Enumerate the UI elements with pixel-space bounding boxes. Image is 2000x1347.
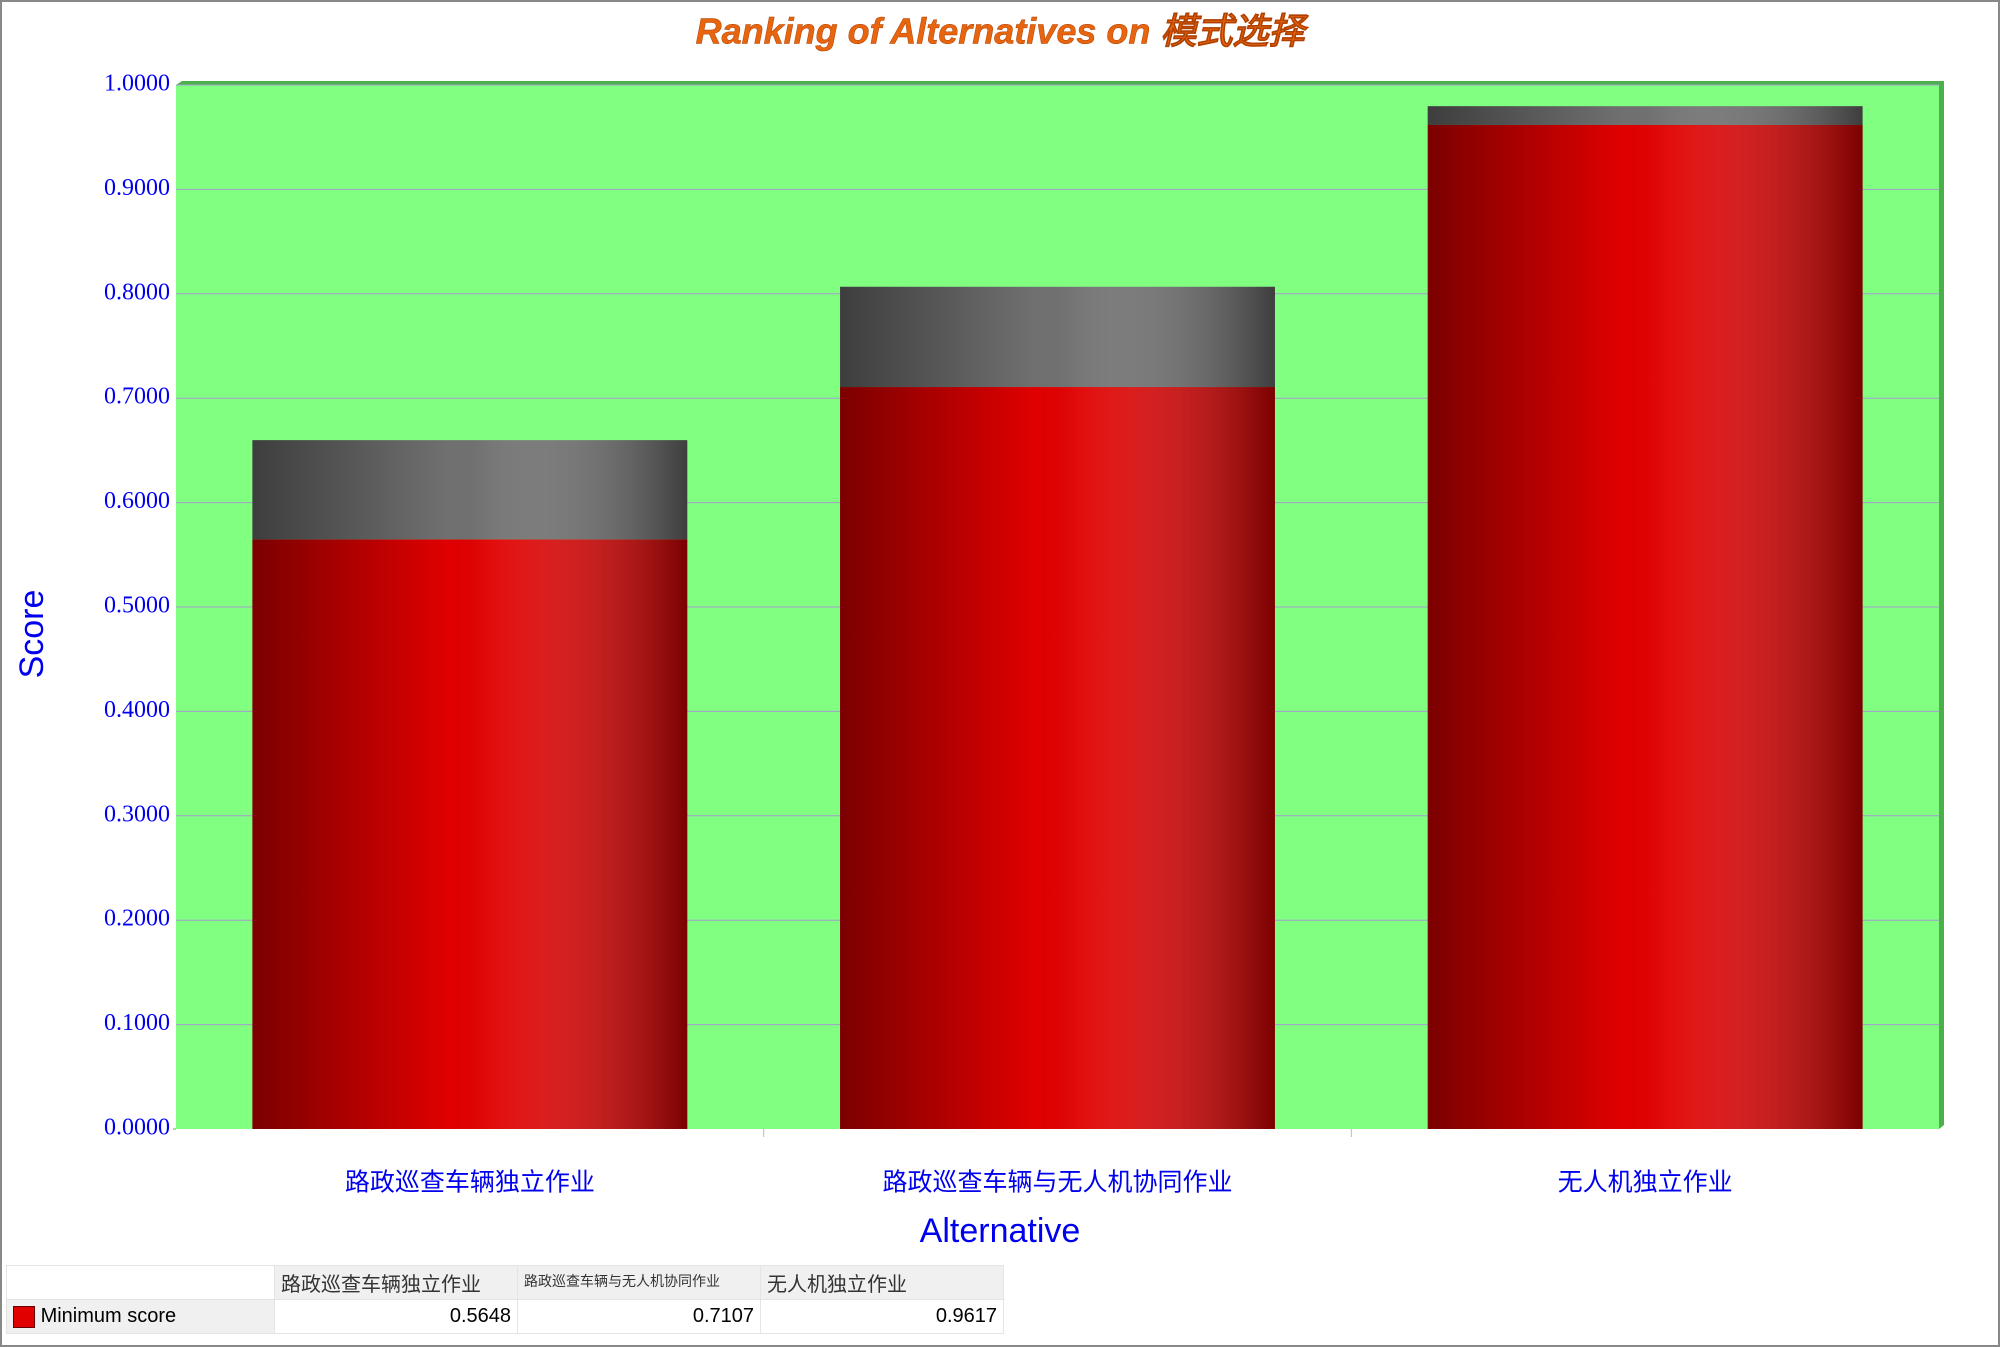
y-tick-label: 0.0000 xyxy=(104,1115,170,1141)
bar-shade xyxy=(840,387,1275,1130)
y-axis-title: Score xyxy=(13,590,51,679)
plot-area: 0.0000 0.1000 0.2000 0.3000 0.4000 0.5000 0.60… xyxy=(104,71,1944,1197)
table-row-header: Minimum score xyxy=(6,1299,275,1334)
table-value: 0.5648 xyxy=(274,1299,518,1334)
y-tick-label: 0.7000 xyxy=(104,384,170,410)
x-tick-label: 无人机独立作业 xyxy=(1558,1168,1733,1197)
legend-swatch xyxy=(13,1305,35,1328)
table-header: 无人机独立作业 xyxy=(760,1265,1004,1300)
y-tick-label: 0.9000 xyxy=(104,175,170,201)
y-tick-label: 0.8000 xyxy=(104,279,170,305)
table-corner xyxy=(6,1265,275,1300)
y-tick-label: 0.3000 xyxy=(104,801,170,827)
legend-label: Minimum score xyxy=(40,1305,177,1327)
data-table: 路政巡查车辆独立作业 路政巡查车辆与无人机协同作业 无人机独立作业 Minimu… xyxy=(6,1265,1004,1334)
x-tick-label: 路政巡查车辆独立作业 xyxy=(345,1168,595,1197)
table-header: 路政巡查车辆与无人机协同作业 xyxy=(517,1265,761,1300)
y-tick-label: 0.1000 xyxy=(104,1010,170,1036)
table-value: 0.7107 xyxy=(517,1299,761,1334)
y-tick-label: 1.0000 xyxy=(104,71,170,97)
x-axis-title: Alternative xyxy=(920,1212,1081,1250)
x-tick-label: 路政巡查车辆与无人机协同作业 xyxy=(882,1168,1232,1197)
chart-title: Ranking of Alternatives on 模式选择 xyxy=(696,11,1310,52)
bar-shade xyxy=(840,286,1275,388)
y-tick-label: 0.6000 xyxy=(104,488,170,514)
y-tick-label: 0.2000 xyxy=(104,906,170,932)
bar-shade xyxy=(252,440,688,540)
table-header: 路政巡查车辆独立作业 xyxy=(274,1265,518,1300)
bar-shade xyxy=(252,539,688,1129)
y-tick-label: 0.5000 xyxy=(104,593,170,619)
bar-shade xyxy=(1427,106,1863,125)
y-tick-label: 0.4000 xyxy=(104,697,170,723)
table-value: 0.9617 xyxy=(760,1299,1004,1334)
bar-shade xyxy=(1427,124,1863,1129)
